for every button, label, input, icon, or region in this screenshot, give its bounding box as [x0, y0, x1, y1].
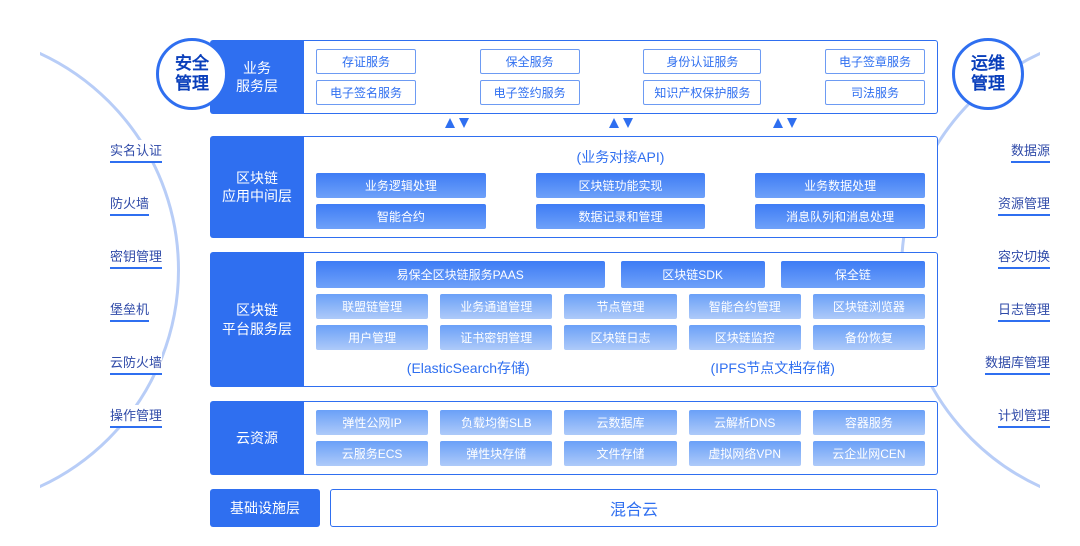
- left-item: 防火墙: [110, 193, 149, 216]
- layer-platform-label: 区块链平台服务层: [210, 252, 304, 387]
- right-item: 数据库管理: [985, 352, 1050, 375]
- plat-top-tag: 保全链: [781, 261, 925, 288]
- plat-tag: 节点管理: [564, 294, 676, 319]
- cloud-tag: 容器服务: [813, 410, 925, 435]
- layers-container: 业务服务层 存证服务 电子签名服务 保全服务 电子签约服务 身份认证服务 知识产…: [210, 40, 938, 527]
- service-row: 存证服务 电子签名服务 保全服务 电子签约服务 身份认证服务 知识产权保护服务 …: [316, 49, 925, 105]
- left-item: 密钥管理: [110, 246, 162, 269]
- plat-storage-label: (ElasticSearch存储): [316, 356, 621, 378]
- layer-infra-label: 基础设施层: [210, 489, 320, 527]
- left-item: 堡垒机: [110, 299, 149, 322]
- cloud-tag: 云数据库: [564, 410, 676, 435]
- service-tag: 存证服务: [316, 49, 416, 74]
- layer-infra: 基础设施层 混合云: [210, 489, 938, 527]
- cloud-tag: 弹性公网IP: [316, 410, 428, 435]
- layer-service: 业务服务层 存证服务 电子签名服务 保全服务 电子签约服务 身份认证服务 知识产…: [210, 40, 938, 114]
- cloud-tag: 云服务ECS: [316, 441, 428, 466]
- left-item: 云防火墙: [110, 352, 162, 375]
- right-item: 容灾切换: [998, 246, 1050, 269]
- plat-tag: 区块链监控: [689, 325, 801, 350]
- arrow-up-icon: [445, 118, 455, 128]
- middleware-row2: 智能合约 数据记录和管理 消息队列和消息处理: [316, 204, 925, 229]
- service-tag: 身份认证服务: [643, 49, 761, 74]
- platform-top: 易保全区块链服务PAAS 区块链SDK 保全链: [316, 261, 925, 288]
- cloud-tag: 负载均衡SLB: [440, 410, 552, 435]
- arrow-down-icon: [459, 118, 469, 128]
- service-tag: 知识产权保护服务: [643, 80, 761, 105]
- ops-badge: 运维管理: [952, 38, 1024, 110]
- right-item: 资源管理: [998, 193, 1050, 216]
- plat-tag: 证书密钥管理: [440, 325, 552, 350]
- mid-tag: 业务数据处理: [755, 173, 925, 198]
- mid-tag: 消息队列和消息处理: [755, 204, 925, 229]
- plat-tag: 智能合约管理: [689, 294, 801, 319]
- mid-tag: 业务逻辑处理: [316, 173, 486, 198]
- cloud-row1: 弹性公网IP 负载均衡SLB 云数据库 云解析DNS 容器服务: [316, 410, 925, 435]
- arrow-up-icon: [773, 118, 783, 128]
- mid-tag: 智能合约: [316, 204, 486, 229]
- service-tag: 电子签约服务: [480, 80, 580, 105]
- plat-tag: 联盟链管理: [316, 294, 428, 319]
- mid-tag: 区块链功能实现: [536, 173, 706, 198]
- service-tag: 司法服务: [825, 80, 925, 105]
- layer-middleware-label: 区块链应用中间层: [210, 136, 304, 238]
- service-tag: 电子签名服务: [316, 80, 416, 105]
- layer-platform: 区块链平台服务层 易保全区块链服务PAAS 区块链SDK 保全链 联盟链管理 业…: [210, 252, 938, 387]
- layer-platform-body: 易保全区块链服务PAAS 区块链SDK 保全链 联盟链管理 业务通道管理 节点管…: [304, 252, 938, 387]
- security-badge: 安全管理: [156, 38, 228, 110]
- cloud-tag: 文件存储: [564, 441, 676, 466]
- plat-tag: 用户管理: [316, 325, 428, 350]
- right-side-list: 数据源 资源管理 容灾切换 日志管理 数据库管理 计划管理: [985, 140, 1050, 428]
- middleware-heading: (业务对接API): [316, 145, 925, 167]
- layer-middleware-body: (业务对接API) 业务逻辑处理 区块链功能实现 业务数据处理 智能合约 数据记…: [304, 136, 938, 238]
- arrow-up-icon: [609, 118, 619, 128]
- plat-top-tag: 易保全区块链服务PAAS: [316, 261, 605, 288]
- plat-tag: 业务通道管理: [440, 294, 552, 319]
- platform-mid1: 联盟链管理 业务通道管理 节点管理 智能合约管理 区块链浏览器: [316, 294, 925, 319]
- mid-tag: 数据记录和管理: [536, 204, 706, 229]
- middleware-row1: 业务逻辑处理 区块链功能实现 业务数据处理: [316, 173, 925, 198]
- ops-badge-text: 运维管理: [971, 54, 1005, 93]
- service-tag: 电子签章服务: [825, 49, 925, 74]
- left-item: 操作管理: [110, 405, 162, 428]
- plat-tag: 区块链日志: [564, 325, 676, 350]
- arrow-down-icon: [787, 118, 797, 128]
- layer-infra-body: 混合云: [330, 489, 938, 527]
- cloud-tag: 云企业网CEN: [813, 441, 925, 466]
- right-item: 数据源: [1011, 140, 1050, 163]
- security-badge-text: 安全管理: [175, 54, 209, 93]
- right-item: 计划管理: [998, 405, 1050, 428]
- arrow-down-icon: [623, 118, 633, 128]
- layer-cloud-label: 云资源: [210, 401, 304, 475]
- service-tag: 保全服务: [480, 49, 580, 74]
- left-item: 实名认证: [110, 140, 162, 163]
- plat-tag: 区块链浏览器: [813, 294, 925, 319]
- arrow-set: [304, 118, 938, 132]
- layer-middleware: 区块链应用中间层 (业务对接API) 业务逻辑处理 区块链功能实现 业务数据处理…: [210, 136, 938, 238]
- platform-mid2: 用户管理 证书密钥管理 区块链日志 区块链监控 备份恢复: [316, 325, 925, 350]
- plat-storage-label: (IPFS节点文档存储): [621, 356, 926, 378]
- layer-service-body: 存证服务 电子签名服务 保全服务 电子签约服务 身份认证服务 知识产权保护服务 …: [304, 40, 938, 114]
- plat-tag: 备份恢复: [813, 325, 925, 350]
- plat-top-tag: 区块链SDK: [621, 261, 765, 288]
- platform-bottom-labels: (ElasticSearch存储) (IPFS节点文档存储): [316, 356, 925, 378]
- cloud-tag: 云解析DNS: [689, 410, 801, 435]
- cloud-tag: 弹性块存储: [440, 441, 552, 466]
- layer-cloud-body: 弹性公网IP 负载均衡SLB 云数据库 云解析DNS 容器服务 云服务ECS 弹…: [304, 401, 938, 475]
- left-side-list: 实名认证 防火墙 密钥管理 堡垒机 云防火墙 操作管理: [110, 140, 162, 428]
- cloud-row2: 云服务ECS 弹性块存储 文件存储 虚拟网络VPN 云企业网CEN: [316, 441, 925, 466]
- layer-cloud: 云资源 弹性公网IP 负载均衡SLB 云数据库 云解析DNS 容器服务 云服务E…: [210, 401, 938, 475]
- right-item: 日志管理: [998, 299, 1050, 322]
- cloud-tag: 虚拟网络VPN: [689, 441, 801, 466]
